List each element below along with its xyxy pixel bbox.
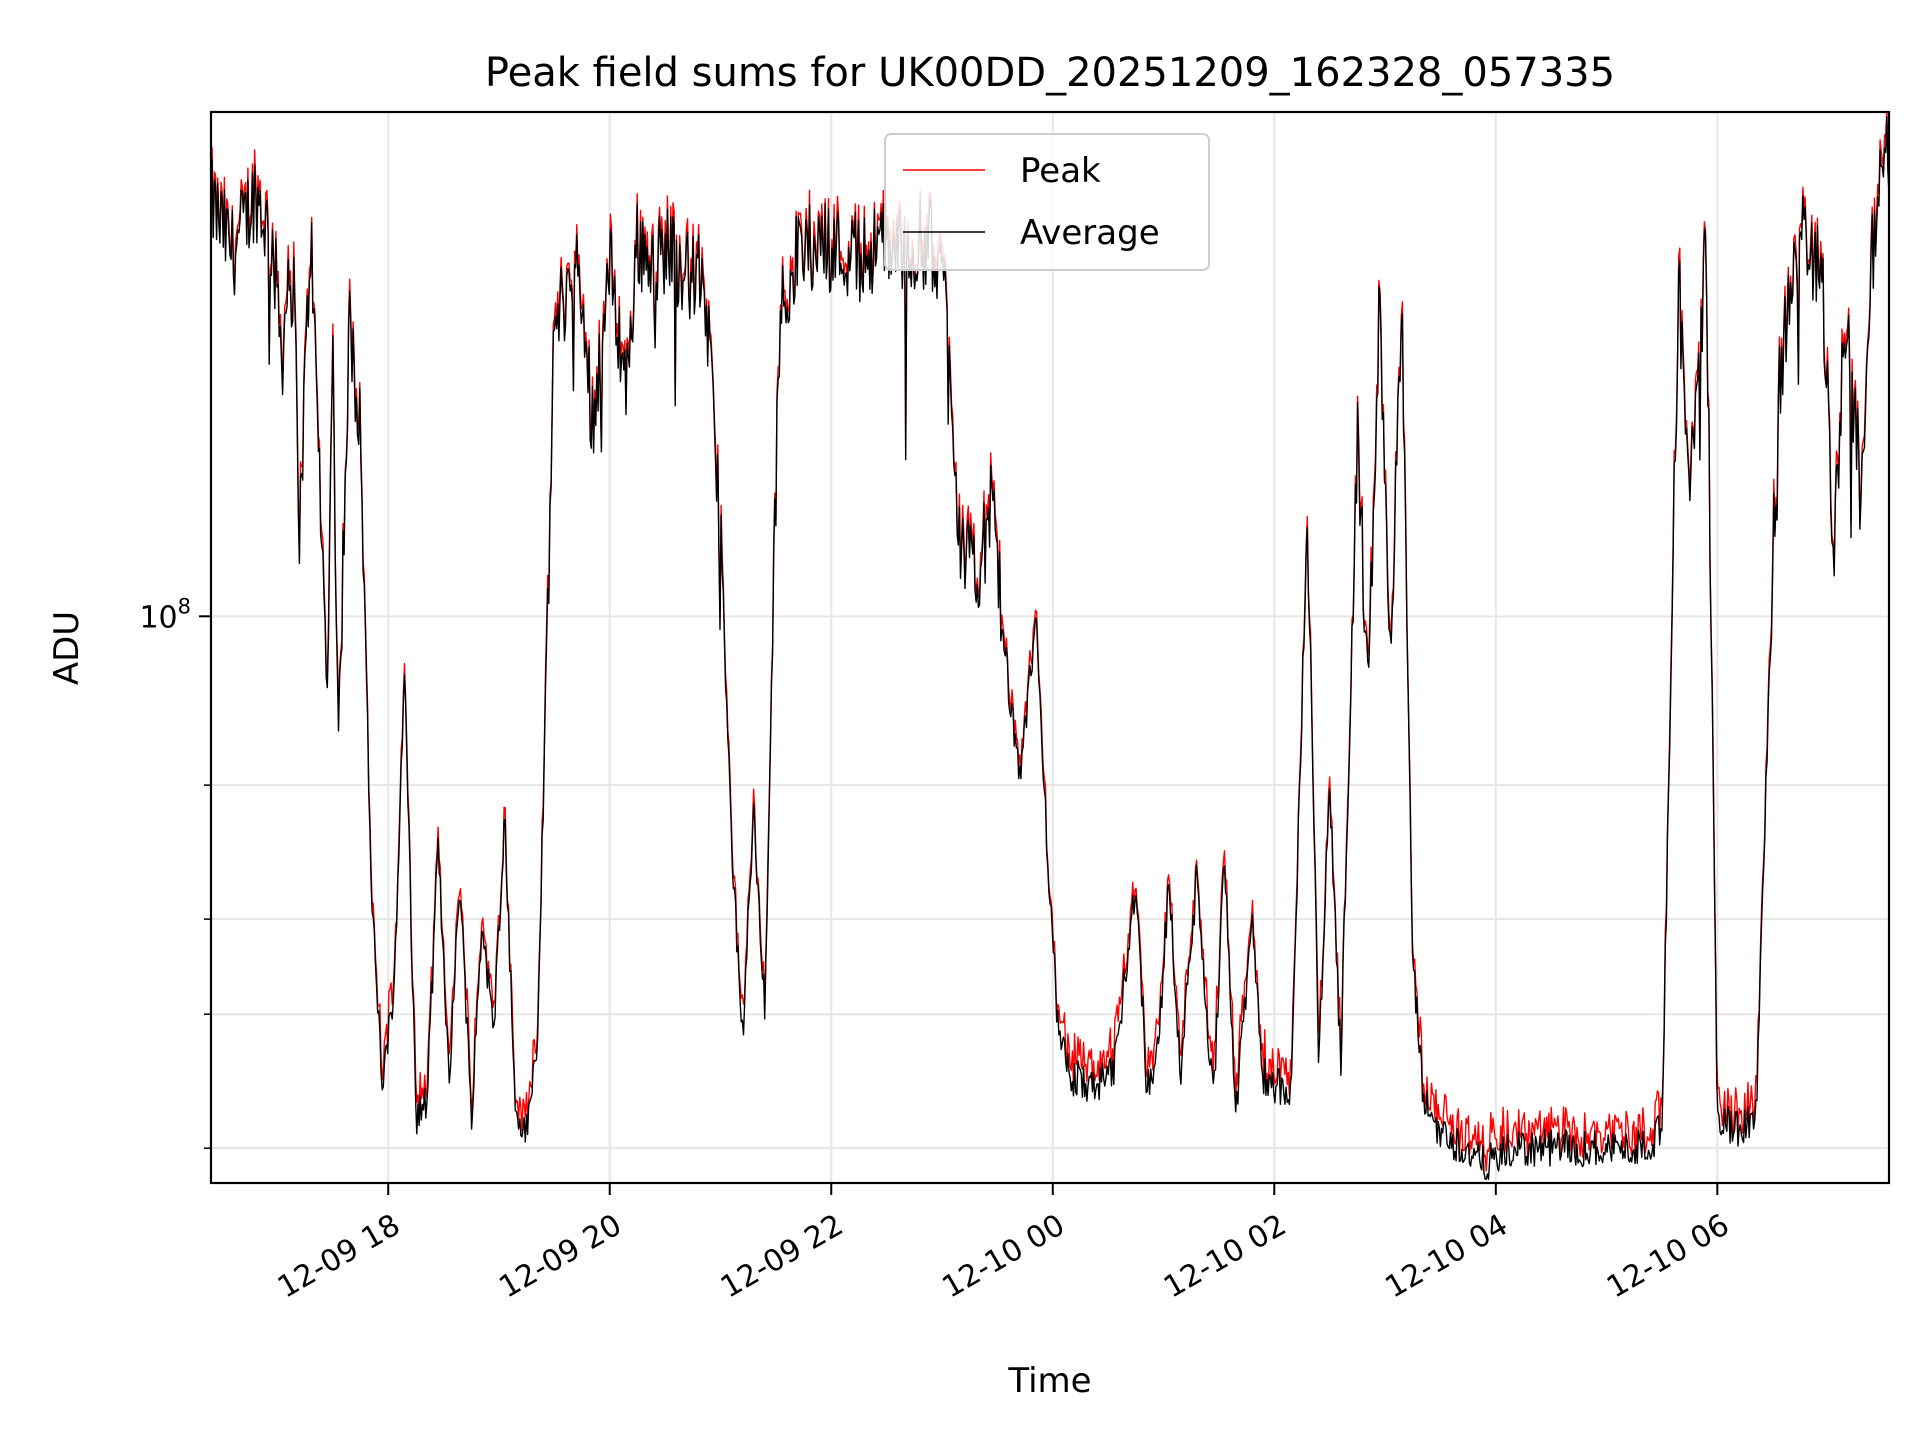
- grid: [211, 112, 1889, 1183]
- chart-title: Peak field sums for UK00DD_20251209_1623…: [485, 50, 1615, 96]
- plot-frame: [209, 110, 1891, 1185]
- x-axis-label: Time: [1007, 1361, 1091, 1401]
- series-average-line: [210, 116, 1890, 1180]
- legend-box: [884, 133, 1210, 271]
- y-axis: 108: [139, 594, 211, 1149]
- legend-average-label: Average: [1020, 213, 1160, 253]
- y-axis-label: ADU: [47, 611, 87, 685]
- legend-peak-label: Peak: [1020, 151, 1101, 191]
- series-peak-line: [210, 111, 1890, 1172]
- legend: Peak Average: [884, 133, 1210, 271]
- series-layer: [210, 111, 1890, 1180]
- y-tick-label: 108: [139, 594, 191, 635]
